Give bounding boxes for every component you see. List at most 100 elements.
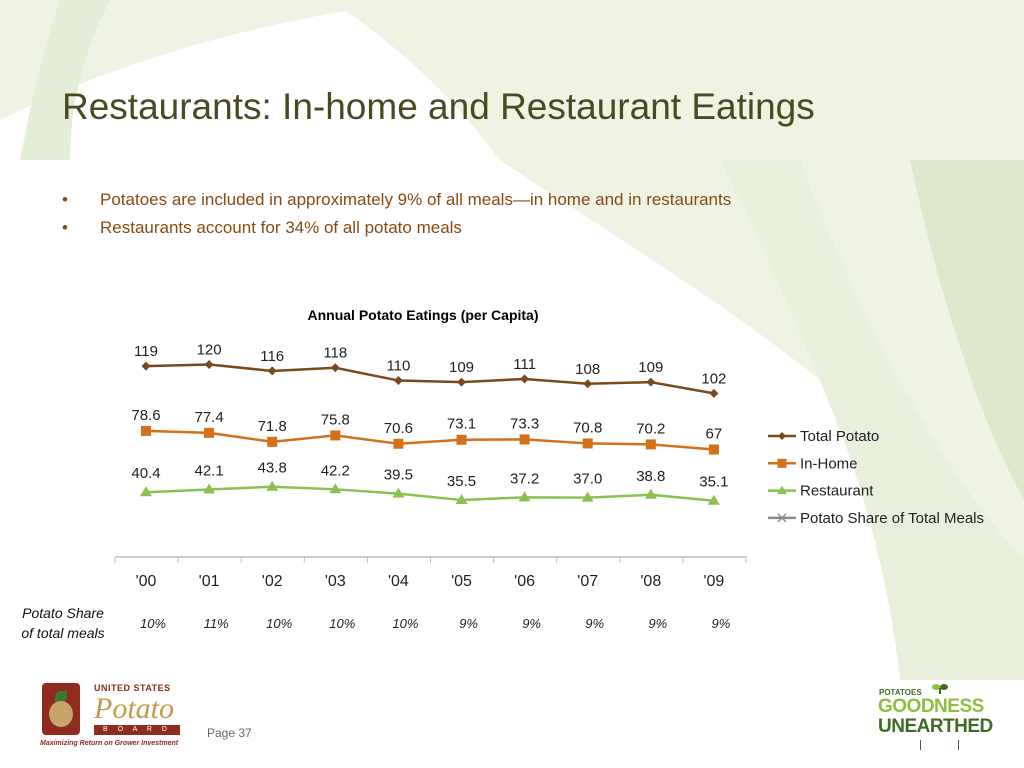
data-point-marker [644,488,657,499]
legend-item: Total Potato [768,428,879,445]
data-point-marker [392,487,405,498]
data-point-marker [204,360,214,370]
us-potato-board-logo: UNITED STATES Potato B O A R D Maximizin… [36,678,186,750]
data-label: 75.8 [321,411,350,428]
x-tick-label: '02 [262,573,283,590]
legend-label: In-Home [800,455,858,472]
data-label: 70.6 [384,420,413,437]
share-value: 10% [329,616,355,631]
x-tick-label: '09 [703,573,724,590]
data-label: 39.5 [384,467,413,484]
sprout-icon [932,684,948,694]
x-tick-label: '01 [199,573,220,590]
data-point-marker [581,491,594,502]
data-point-marker [456,434,467,445]
data-point-marker [140,486,152,497]
share-value: 9% [522,616,541,631]
share-label-line1: Potato Share [22,605,104,621]
data-label: 111 [513,356,536,373]
legend-label: Restaurant [800,483,874,500]
data-point-marker [583,379,593,389]
data-point-marker [518,491,531,502]
x-tick-label: '07 [577,573,598,590]
page-number: Page 37 [207,726,252,740]
data-label: 37.2 [510,470,539,487]
bullet-text: Potatoes are included in approximately 9… [100,190,732,209]
bullet-item: • Potatoes are included in approximately… [62,186,731,214]
series-line [145,485,715,502]
x-tick-label: '04 [388,573,409,590]
legend-marker [777,513,787,523]
data-point-marker [519,434,530,445]
logo-tagline: Maximizing Return on Grower Investment [40,740,179,747]
share-label-line2: of total meals [21,625,105,641]
data-point-marker [267,436,278,447]
data-label: 109 [638,359,663,376]
share-value: 9% [585,616,604,631]
data-label: 43.8 [258,460,287,477]
legend-item: Potato Share of Total Meals [768,510,984,527]
x-tick-label: '03 [325,573,346,590]
data-point-marker [141,361,151,371]
logo-text: UNEARTHED [878,716,993,737]
data-label: 37.0 [573,471,602,488]
data-point-marker [267,366,277,376]
data-label: 119 [134,343,158,360]
data-point-marker [455,494,468,505]
logo-text: GOODNESS [878,696,984,717]
data-label: 73.1 [447,416,476,433]
data-label: 120 [197,342,222,359]
bullet-text: Restaurants account for 34% of all potat… [100,218,462,237]
share-value: 11% [204,616,229,631]
data-label: 110 [386,358,410,375]
data-point-marker [582,438,593,449]
legend-marker [777,458,787,468]
data-label: 38.8 [636,468,665,485]
data-point-marker [393,438,404,449]
data-label: 118 [323,345,347,362]
legend-marker [778,432,786,440]
series-line [145,429,715,451]
legend-marker [777,485,787,495]
data-label: 77.4 [194,409,223,426]
data-point-marker [707,494,720,505]
data-point-marker [330,363,340,373]
share-value: 10% [266,616,292,631]
data-point-marker [708,444,719,455]
data-point-marker [709,388,719,398]
slide-title: Restaurants: In-home and Restaurant Eati… [62,86,815,127]
bullet-marker: • [62,218,68,237]
share-value: 9% [648,616,667,631]
data-label: 35.5 [447,473,476,490]
data-point-marker [645,439,656,450]
data-point-marker [330,430,341,441]
data-point-marker [520,374,530,384]
share-value: 9% [459,616,478,631]
data-label: 42.1 [194,462,223,479]
data-point-marker [266,480,279,491]
logo-fine-print-marks [880,740,998,750]
x-tick-label: '00 [136,573,157,590]
legend-item: In-Home [768,455,858,472]
legend-item: Restaurant [768,483,874,500]
logo-text: Potato [94,692,174,725]
data-label: 109 [449,359,474,376]
data-point-marker [457,377,466,387]
series-group: 40.4 42.1 43.8 42.2 39.5 35.5 37.2 37.0 38.8 35.1 [131,460,729,505]
legend-label: Potato Share of Total Meals [800,510,984,527]
data-label: 40.4 [131,465,160,482]
logo-text: B O A R D [94,725,180,735]
x-tick-label: '08 [640,573,661,590]
share-value: 9% [712,616,731,631]
data-label: 73.3 [510,415,539,432]
chart-title: Annual Potato Eatings (per Capita) [307,307,538,323]
series-group: 119 120 116 118 110 109 111 108 109 102 [134,342,726,398]
x-tick-label: '06 [514,573,535,590]
data-label: 78.6 [131,407,160,424]
data-label: 102 [701,370,726,387]
data-point-marker [646,377,656,387]
data-point-marker [204,427,215,438]
share-value: 10% [392,616,418,631]
